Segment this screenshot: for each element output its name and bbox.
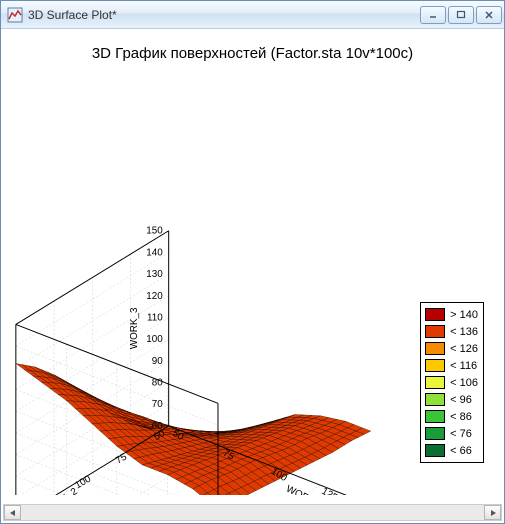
scroll-right-arrow[interactable] bbox=[484, 505, 501, 520]
legend-row: < 116 bbox=[425, 357, 478, 374]
svg-text:125: 125 bbox=[320, 486, 340, 495]
legend-row: > 140 bbox=[425, 306, 478, 323]
legend-swatch bbox=[425, 308, 445, 321]
legend-swatch bbox=[425, 342, 445, 355]
legend-swatch bbox=[425, 359, 445, 372]
svg-text:WORK_2: WORK_2 bbox=[39, 486, 80, 495]
window-title: 3D Surface Plot* bbox=[28, 8, 420, 22]
svg-text:130: 130 bbox=[146, 269, 163, 280]
chart-frame: 3D График поверхностей (Factor.sta 10v*1… bbox=[15, 37, 490, 495]
window-frame: 3D Surface Plot* 3D График поверхностей … bbox=[0, 0, 505, 524]
svg-text:100: 100 bbox=[146, 334, 163, 345]
titlebar: 3D Surface Plot* bbox=[1, 1, 504, 29]
svg-text:90: 90 bbox=[152, 356, 163, 367]
svg-text:WORK_3: WORK_3 bbox=[129, 307, 140, 349]
svg-text:100: 100 bbox=[73, 473, 93, 491]
surface-plot: 6070809010011012013014015050751001251505… bbox=[15, 71, 490, 495]
legend-swatch bbox=[425, 325, 445, 338]
legend-label: < 136 bbox=[450, 326, 478, 338]
legend-row: < 106 bbox=[425, 374, 478, 391]
legend-row: < 96 bbox=[425, 391, 478, 408]
content-area: 3D График поверхностей (Factor.sta 10v*1… bbox=[1, 29, 504, 523]
legend-swatch bbox=[425, 427, 445, 440]
horizontal-scrollbar[interactable] bbox=[3, 504, 502, 521]
legend-swatch bbox=[425, 393, 445, 406]
scroll-track[interactable] bbox=[21, 505, 484, 520]
legend-label: > 140 bbox=[450, 309, 478, 321]
svg-text:80: 80 bbox=[152, 378, 163, 389]
legend-label: < 106 bbox=[450, 377, 478, 389]
close-button[interactable] bbox=[476, 6, 502, 24]
legend-label: < 116 bbox=[450, 360, 477, 372]
legend: > 140 < 136 < 126 < 116 < 106 < 96 < 86 < 76 < 6… bbox=[420, 302, 484, 463]
plot-area: 6070809010011012013014015050751001251505… bbox=[15, 71, 490, 495]
legend-label: < 96 bbox=[450, 394, 472, 406]
legend-row: < 136 bbox=[425, 323, 478, 340]
svg-text:110: 110 bbox=[147, 312, 163, 323]
legend-label: < 126 bbox=[450, 343, 478, 355]
svg-text:120: 120 bbox=[146, 291, 163, 302]
legend-row: < 86 bbox=[425, 408, 478, 425]
legend-label: < 66 bbox=[450, 445, 472, 457]
legend-row: < 66 bbox=[425, 442, 478, 459]
window-controls bbox=[420, 6, 502, 24]
chart3d-app-icon bbox=[7, 7, 23, 23]
legend-row: < 126 bbox=[425, 340, 478, 357]
svg-text:70: 70 bbox=[152, 399, 163, 410]
maximize-button[interactable] bbox=[448, 6, 474, 24]
minimize-button[interactable] bbox=[420, 6, 446, 24]
chart-title: 3D График поверхностей (Factor.sta 10v*1… bbox=[15, 37, 490, 64]
scroll-left-arrow[interactable] bbox=[4, 505, 21, 520]
legend-swatch bbox=[425, 376, 445, 389]
legend-label: < 86 bbox=[450, 411, 472, 423]
legend-label: < 76 bbox=[450, 428, 472, 440]
legend-swatch bbox=[425, 410, 445, 423]
legend-row: < 76 bbox=[425, 425, 478, 442]
legend-swatch bbox=[425, 444, 445, 457]
svg-text:140: 140 bbox=[146, 247, 163, 258]
svg-text:150: 150 bbox=[146, 226, 163, 237]
